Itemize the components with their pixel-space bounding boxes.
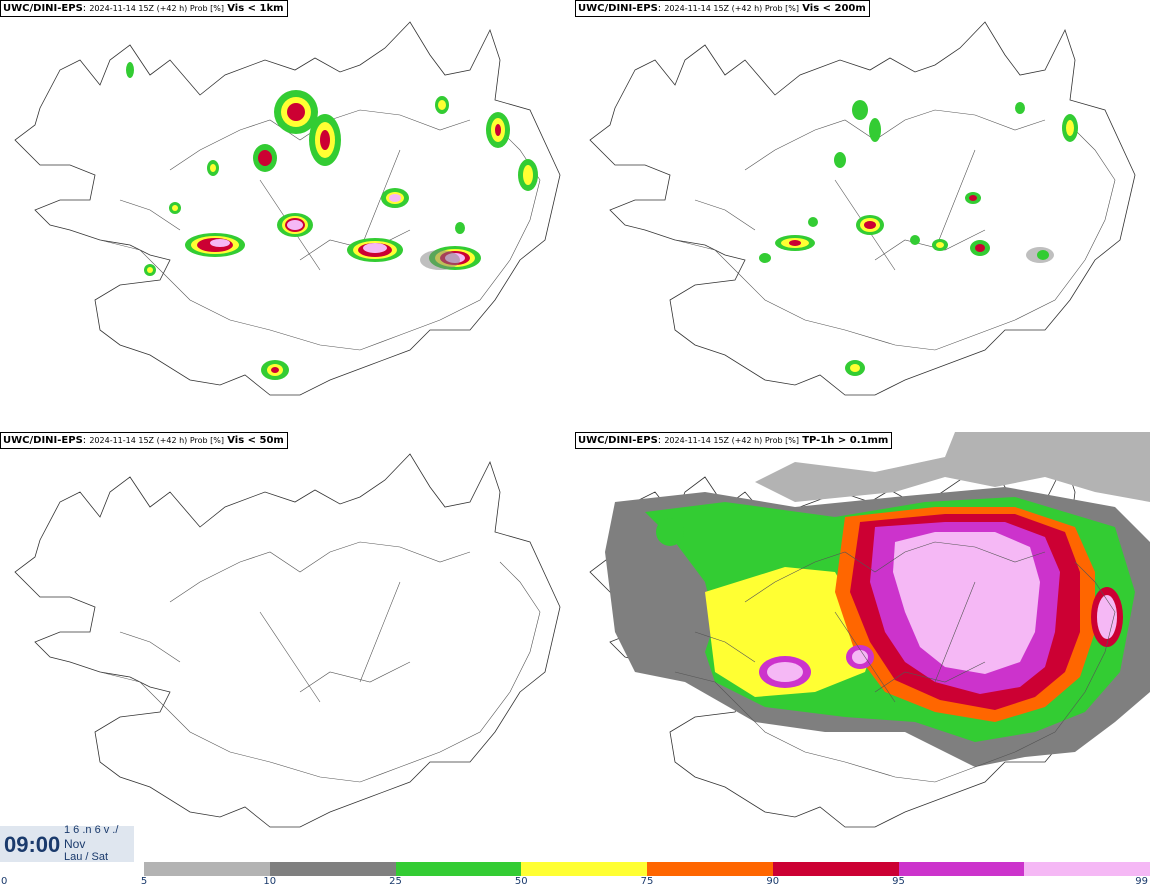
colorbar — [144, 862, 1150, 876]
panel-source: UWC/DINI-EPS — [578, 435, 658, 446]
valid-month: Nov — [64, 837, 86, 851]
panel-field: Vis < 1km — [227, 3, 284, 14]
panel-meta: 2024-11-14 15Z (+42 h) Prob [%] — [664, 436, 800, 445]
colorbar-tick-label: 95 — [892, 876, 905, 887]
map-vis-50m — [14, 453, 561, 828]
panel-source: UWC/DINI-EPS — [3, 3, 83, 14]
panel-title: UWC/DINI-EPS: 2024-11-14 15Z (+42 h) Pro… — [575, 432, 893, 449]
panel-field: Vis < 200m — [802, 3, 866, 14]
panel-field: TP-1h > 0.1mm — [802, 435, 889, 446]
valid-weekday: Lau / Sat — [64, 851, 109, 862]
colorbar-segment-4 — [647, 862, 773, 876]
colorbar-ticks: 0 5 10 25 50 75 90 95 99 — [0, 876, 1150, 891]
panel-source: UWC/DINI-EPS — [578, 3, 658, 14]
colorbar-tick-label: 90 — [766, 876, 780, 887]
colorbar-segment-5 — [772, 862, 899, 876]
colorbar-tick-label: 50 — [514, 876, 528, 887]
prob-blobs — [759, 100, 1078, 376]
map-panel-precip: UWC/DINI-EPS: 2024-11-14 15Z (+42 h) Pro… — [575, 432, 1150, 862]
panel-meta: 2024-11-14 15Z (+42 h) Prob [%] — [664, 4, 800, 13]
colorbar-segment-3 — [521, 862, 647, 876]
valid-time: 09:00 — [4, 832, 61, 857]
panel-meta: 2024-11-14 15Z (+42 h) Prob [%] — [89, 436, 225, 445]
colorbar-tick-label: 75 — [640, 876, 654, 887]
colorbar-tick-label: 5 — [140, 876, 148, 887]
colorbar-tick-label: 10 — [263, 876, 277, 887]
panel-title: UWC/DINI-EPS: 2024-11-14 15Z (+42 h) Pro… — [575, 0, 870, 17]
prob-blobs — [126, 62, 538, 380]
panel-field: Vis < 50m — [227, 435, 284, 446]
colorbar-segment-2 — [395, 862, 522, 876]
panel-source: UWC/DINI-EPS — [3, 435, 83, 446]
colorbar-segment-7 — [1024, 862, 1150, 876]
colorbar-segment-0 — [144, 862, 270, 876]
panel-title: UWC/DINI-EPS: 2024-11-14 15Z (+42 h) Pro… — [0, 432, 288, 449]
colorbar-tick-label: 99 — [1135, 876, 1148, 887]
valid-date-line: 1 6 .n 6 v ./ — [64, 824, 119, 836]
colorbar-tick-label: 25 — [389, 876, 402, 887]
colorbar-segment-1 — [269, 862, 396, 876]
map-panel-vis-200m: UWC/DINI-EPS: 2024-11-14 15Z (+42 h) Pro… — [575, 0, 1150, 430]
map-vis-1km — [14, 21, 561, 396]
precip-field — [605, 432, 1150, 767]
map-precip — [589, 432, 1150, 828]
map-panel-vis-50m: UWC/DINI-EPS: 2024-11-14 15Z (+42 h) Pro… — [0, 432, 575, 862]
colorbar-segment-6 — [898, 862, 1025, 876]
map-vis-200m — [589, 21, 1136, 396]
map-panel-vis-1km: UWC/DINI-EPS: 2024-11-14 15Z (+42 h) Pro… — [0, 0, 575, 430]
panel-meta: 2024-11-14 15Z (+42 h) Prob [%] — [89, 4, 225, 13]
colorbar-tick-label: 0 — [1, 876, 8, 887]
valid-time-box: 09:00 1 6 .n 6 v ./ Nov Lau / Sat — [0, 824, 134, 862]
panel-title: UWC/DINI-EPS: 2024-11-14 15Z (+42 h) Pro… — [0, 0, 288, 17]
